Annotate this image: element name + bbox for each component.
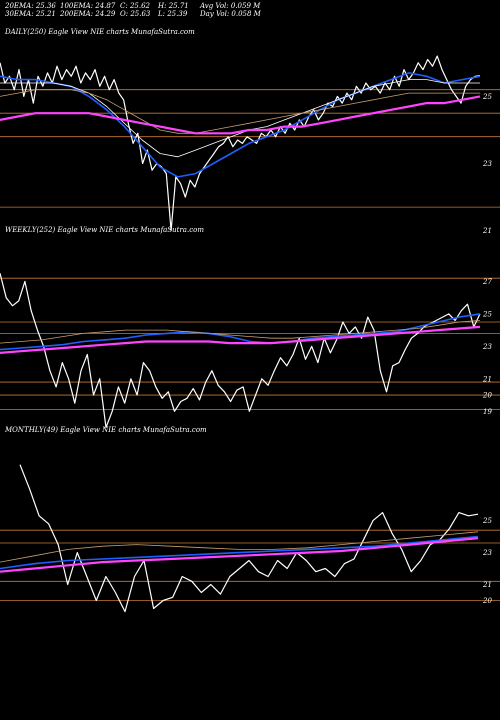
monthly-ema-short-line xyxy=(0,535,479,570)
weekly-y-tick-label: 19 xyxy=(483,408,492,416)
weekly-ema-tan-line xyxy=(0,320,481,344)
daily-price-line xyxy=(0,55,481,232)
monthly-y-tick-label: 23 xyxy=(482,549,492,557)
header-avg-vol: Avg Vol: 0.059 M xyxy=(200,2,261,10)
weekly-ema-short-line xyxy=(0,313,481,351)
weekly-y-tick-label: 21 xyxy=(482,375,492,383)
header-ema200: 200EMA: 24.29 xyxy=(60,10,116,18)
header-low: L: 25.39 xyxy=(158,10,188,18)
monthly-chart-title: MONTHLY(49) Eagle View NIE charts Munafa… xyxy=(5,426,207,434)
header-close: C: 25.62 xyxy=(120,2,150,10)
header-ema20: 20EMA: 25.36 xyxy=(5,2,56,10)
weekly-y-tick-label: 25 xyxy=(482,310,492,318)
monthly-y-tick-label: 25 xyxy=(482,517,492,525)
daily-ema-long-line xyxy=(0,95,481,135)
header-open: O: 25.63 xyxy=(120,10,151,18)
weekly-y-tick-label: 27 xyxy=(482,278,492,286)
monthly-ema-tan-line xyxy=(0,531,479,563)
daily-chart-title: DAILY(250) Eagle View NIE charts MunafaS… xyxy=(5,28,195,36)
daily-y-tick-label: 21 xyxy=(482,227,492,235)
header-ema30: 30EMA: 25.21 xyxy=(5,10,56,18)
monthly-price-line xyxy=(19,464,479,613)
header-high: H: 25.71 xyxy=(158,2,189,10)
daily-y-tick-label: 25 xyxy=(482,93,492,101)
monthly-y-tick-label: 20 xyxy=(482,597,492,605)
daily-y-tick-label: 23 xyxy=(482,160,492,168)
header-ema100: 100EMA: 24.87 xyxy=(60,2,116,10)
monthly-y-tick-label: 21 xyxy=(482,581,492,589)
header-day-vol: Day Vol: 0.058 M xyxy=(200,10,261,18)
daily-ema-mid-line xyxy=(0,79,480,158)
monthly-ema-long-line xyxy=(0,537,479,573)
weekly-price-line xyxy=(0,273,481,429)
weekly-chart-title: WEEKLY(252) Eagle View NIE charts Munafa… xyxy=(5,226,204,234)
weekly-y-tick-label: 20 xyxy=(482,392,492,400)
weekly-ema-long-line xyxy=(0,325,481,354)
daily-ema-tan-line xyxy=(0,89,480,134)
weekly-y-tick-label: 23 xyxy=(482,343,492,351)
